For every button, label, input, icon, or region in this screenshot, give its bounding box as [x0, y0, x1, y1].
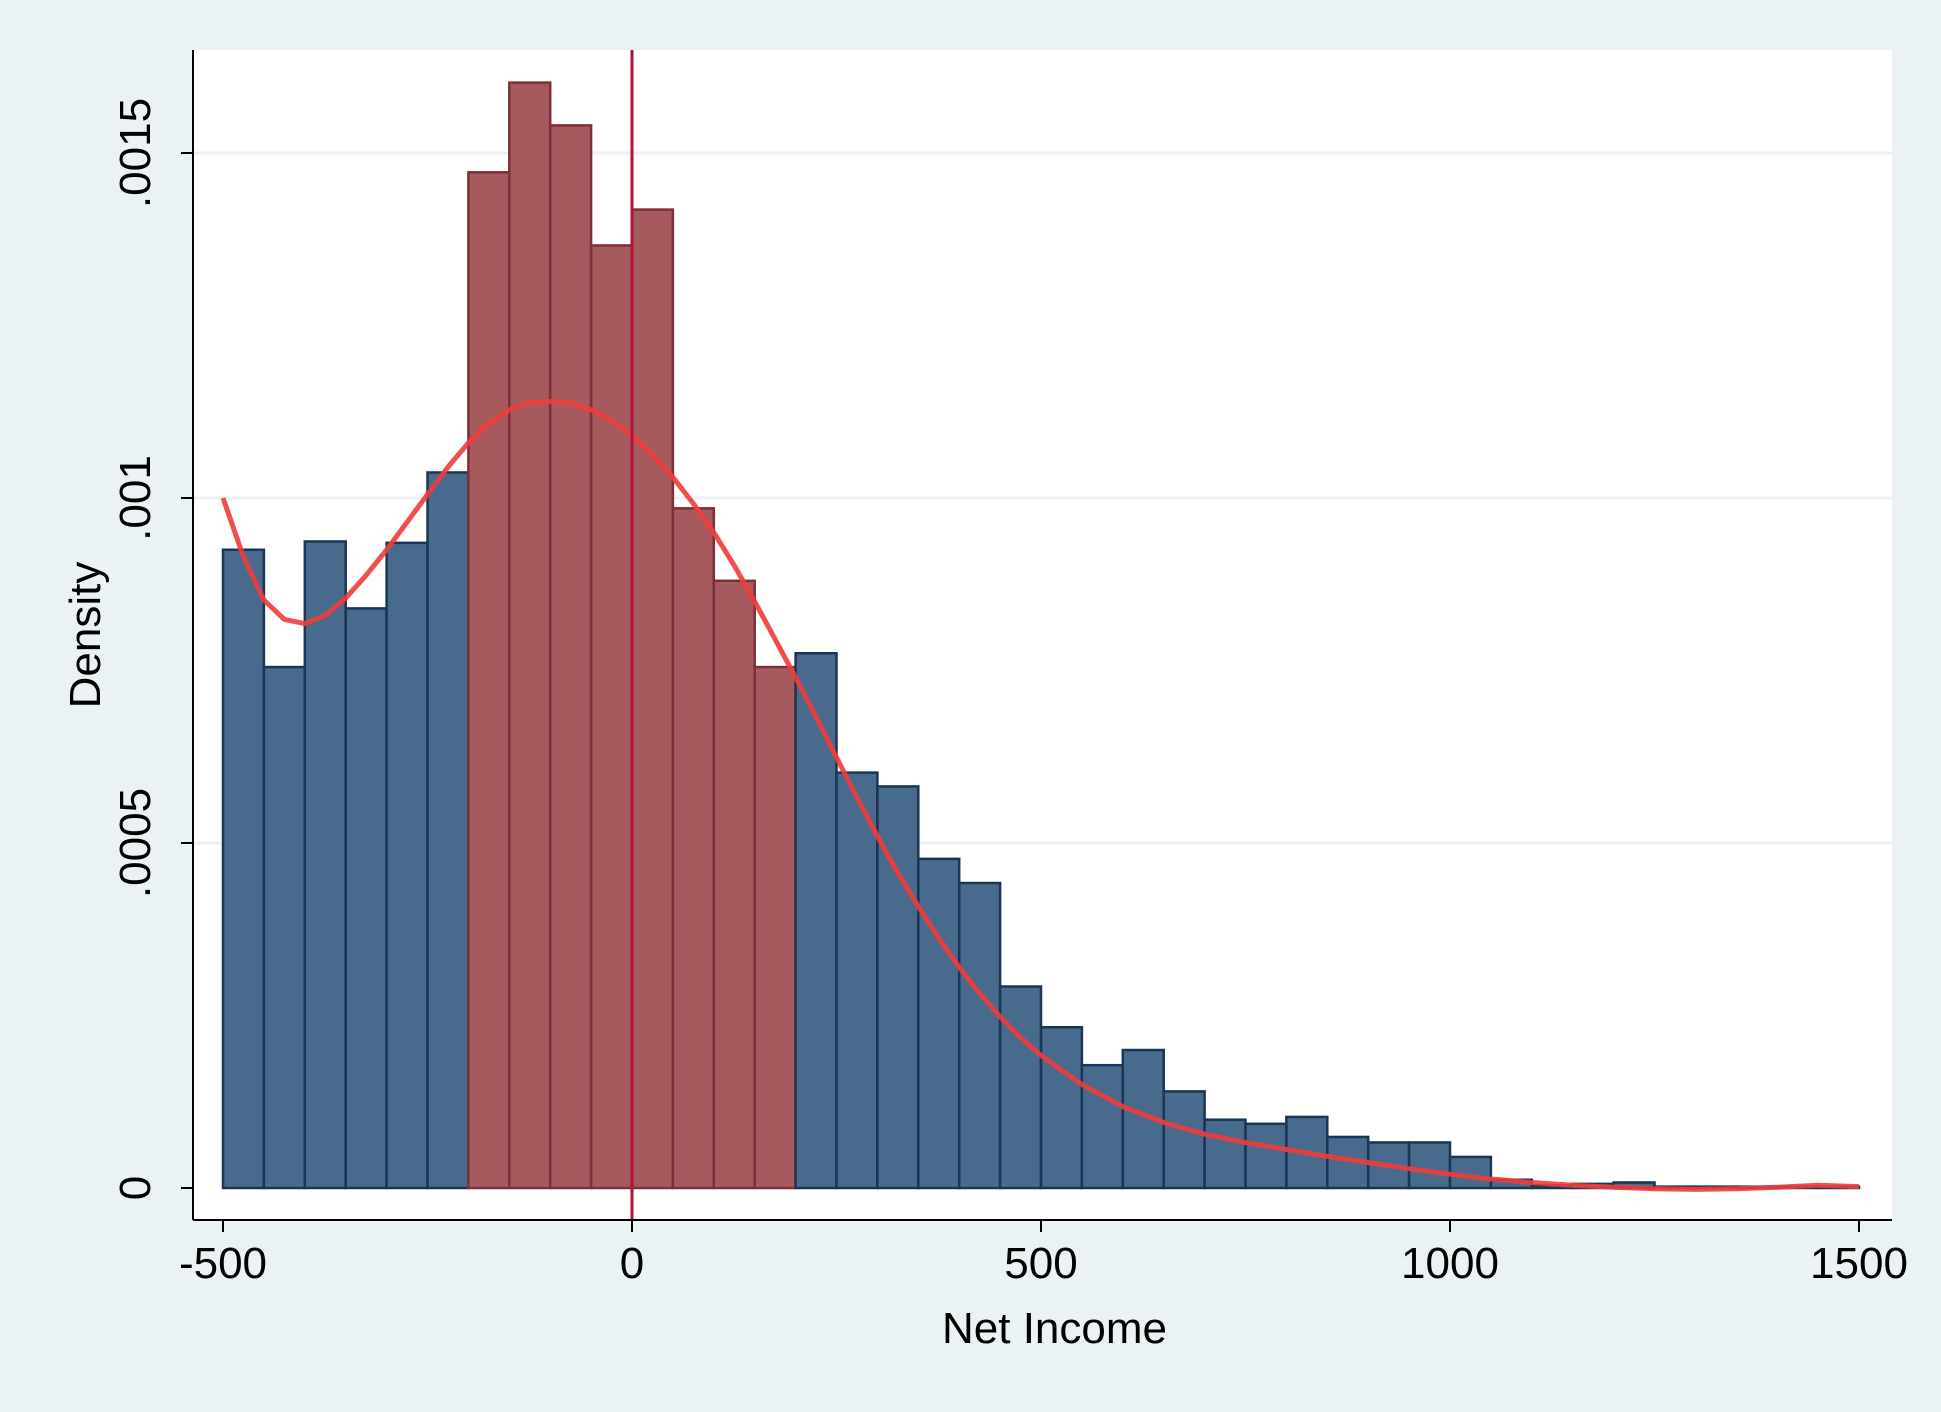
histogram-bar	[385, 541, 429, 1190]
x-axis-title: Net Income	[942, 1304, 1167, 1353]
density-curve-layer	[220, 398, 1860, 1192]
axes	[192, 50, 1892, 1221]
histogram-bar	[998, 985, 1043, 1190]
histogram-bar-highlighted	[508, 81, 552, 1190]
histogram-bar	[917, 857, 961, 1190]
histogram-bars	[221, 81, 1861, 1190]
histogram-bar-highlighted	[548, 124, 593, 1190]
histogram-bar-highlighted	[630, 208, 675, 1190]
y-tick-label: 0	[111, 1176, 160, 1200]
x-axis-ticks: -500 0 500 1000 1500	[179, 1220, 1908, 1288]
x-tick-label: 1500	[1810, 1239, 1908, 1288]
histogram-bar	[1244, 1122, 1288, 1190]
histogram-bar	[303, 540, 347, 1190]
y-tick-label: .001	[111, 455, 160, 541]
histogram-bar	[344, 607, 388, 1190]
x-tick-label: 0	[620, 1239, 644, 1288]
x-tick-label: 1000	[1401, 1239, 1499, 1288]
histogram-bar	[426, 471, 470, 1190]
histogram-bar	[1039, 1025, 1084, 1190]
histogram-bar	[835, 771, 879, 1190]
y-tick-label: .0015	[111, 98, 160, 208]
y-axis-ticks: 0 .0005 .001 .0015	[111, 98, 193, 1200]
x-tick-label: 500	[1004, 1239, 1077, 1288]
histogram-bar-highlighted	[467, 171, 511, 1190]
y-axis-title: Density	[61, 562, 110, 709]
histogram-bar	[1407, 1141, 1452, 1190]
histogram-bar	[262, 665, 307, 1190]
histogram-bar	[794, 652, 838, 1190]
histogram-bar	[1080, 1063, 1125, 1190]
histogram-bar	[221, 548, 266, 1190]
histogram-bar-highlighted	[671, 507, 716, 1190]
histogram-bar	[1203, 1118, 1247, 1190]
histogram-bar-highlighted	[712, 579, 756, 1190]
histogram-bar	[957, 881, 1002, 1190]
histogram-bar	[1162, 1090, 1206, 1190]
density-curve	[220, 398, 1860, 1192]
y-tick-label: .0005	[111, 788, 160, 898]
histogram-bar-highlighted	[753, 665, 797, 1190]
x-tick-label: -500	[179, 1239, 267, 1288]
histogram-bar-highlighted	[589, 244, 634, 1190]
